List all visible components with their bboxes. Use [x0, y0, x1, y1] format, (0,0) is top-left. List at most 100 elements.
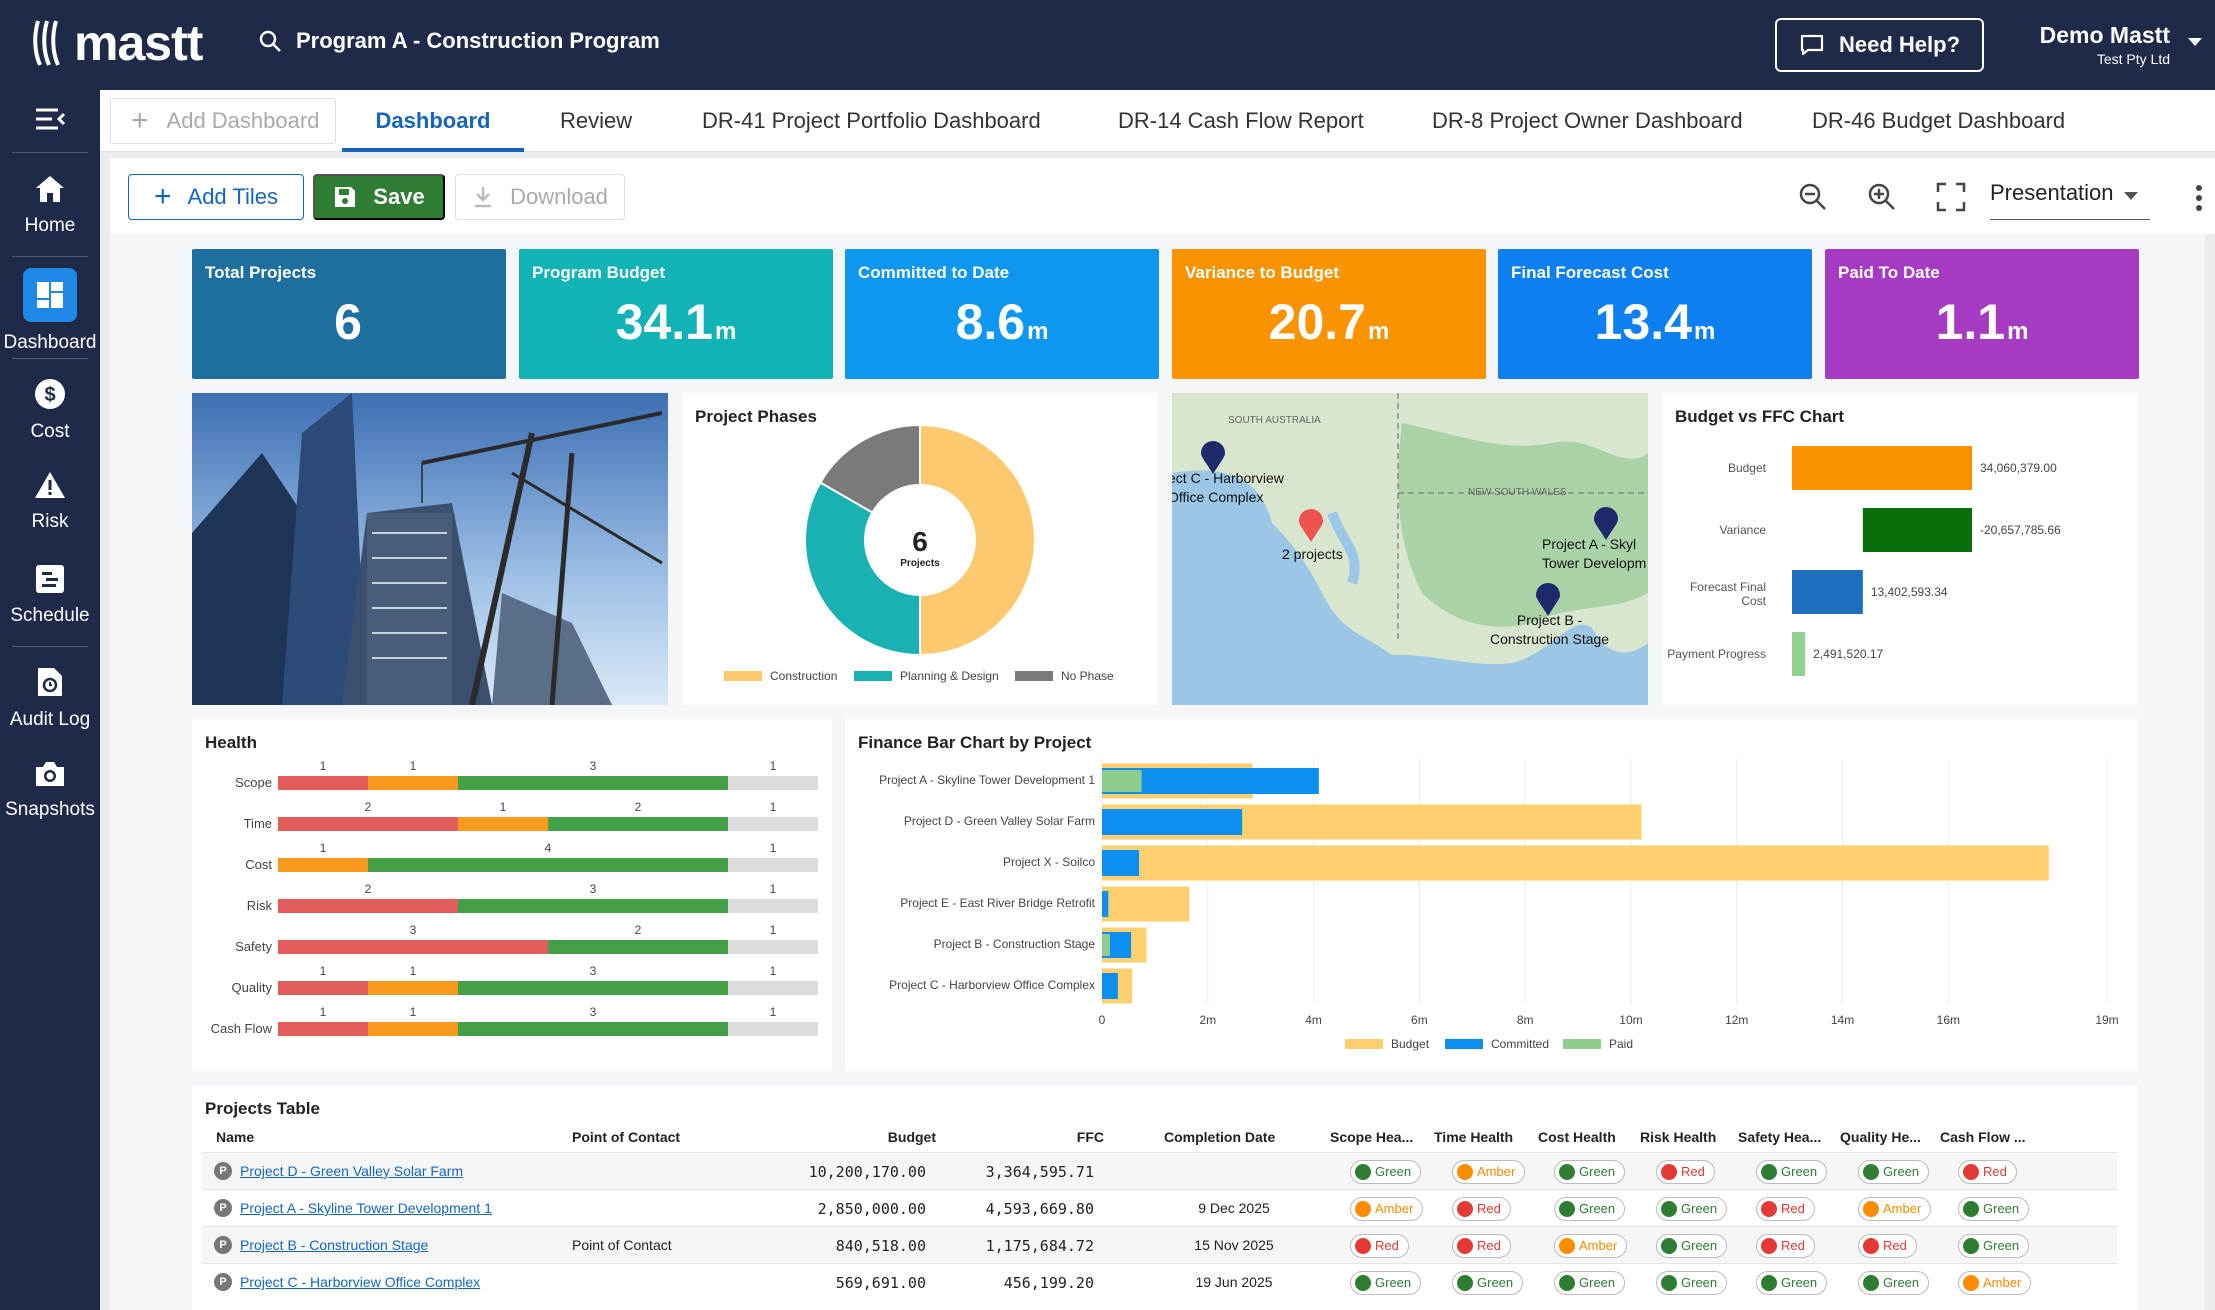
add-tiles-button[interactable]: + Add Tiles [128, 174, 304, 220]
zoom-in-icon[interactable] [1867, 182, 1897, 212]
legend-budget: Budget [1345, 1037, 1429, 1051]
map-pin-icon[interactable] [1535, 583, 1561, 617]
status-dot-icon [1963, 1275, 1979, 1291]
map-pin-icon[interactable] [1298, 509, 1324, 543]
zoom-out-icon[interactable] [1798, 182, 1828, 212]
bar-budget[interactable] [1792, 446, 1972, 490]
finance-category-label: Project A - Skyline Tower Development 1 [879, 773, 1095, 787]
project-name-link[interactable]: Project D - Green Valley Solar Farm [240, 1163, 464, 1179]
health-pill-label: Green [1579, 1201, 1616, 1216]
tab-dr-41-project-portfolio-dashboard[interactable]: DR-41 Project Portfolio Dashboard [702, 108, 1041, 133]
bar-budget[interactable] [1102, 886, 1190, 922]
health-pill-label: Green [1579, 1275, 1616, 1290]
table-header-10[interactable]: Quality He... [1840, 1129, 1921, 1145]
bar-committed[interactable] [1102, 809, 1243, 835]
status-dot-icon [1963, 1238, 1979, 1254]
status-dot-icon [1661, 1164, 1677, 1180]
x-axis-tick: 12m [1725, 1013, 1749, 1027]
kpi-paid-to-date[interactable]: Paid To Date 1.1m [1825, 249, 2139, 379]
bar-committed[interactable] [1102, 891, 1109, 917]
sidebar-item-cost[interactable]: $ Cost [0, 378, 100, 443]
dashboard-icon [23, 268, 77, 322]
view-mode-select[interactable]: Presentation [1990, 180, 2150, 220]
table-header-3[interactable]: FFC [1076, 1129, 1104, 1145]
sidebar-item-dashboard[interactable]: Dashboard [0, 268, 100, 354]
tab-dr-8-project-owner-dashboard[interactable]: DR-8 Project Owner Dashboard [1432, 108, 1743, 133]
status-dot-icon [1457, 1238, 1473, 1254]
map-pin-icon[interactable] [1200, 441, 1226, 475]
status-dot-icon [1457, 1201, 1473, 1217]
table-header-5[interactable]: Scope Hea... [1330, 1129, 1414, 1145]
table-header-8[interactable]: Risk Health [1640, 1129, 1717, 1145]
sidebar-item-schedule[interactable]: Schedule [0, 564, 100, 627]
fullscreen-icon[interactable] [1936, 182, 1966, 212]
health-bar-value: 2 [364, 800, 372, 814]
menu-collapse-icon[interactable] [34, 106, 66, 132]
more-vertical-icon[interactable] [2195, 184, 2203, 212]
sidebar-item-audit-log[interactable]: Audit Log [0, 666, 100, 731]
user-menu[interactable]: Demo Mastt Test Pty Ltd [2000, 22, 2170, 67]
project-phases-panel[interactable]: Project Phases 6 Projects Construction P… [682, 393, 1158, 705]
bar-variance[interactable] [1862, 508, 1972, 552]
health-bar-amber [368, 776, 458, 790]
need-help-button[interactable]: Need Help? [1775, 18, 1984, 72]
finance-category-label: Project C - Harborview Office Complex [889, 978, 1095, 992]
sidebar-item-label: Cost [30, 421, 70, 442]
health-category-label: Time [243, 816, 272, 831]
bar-forecast-final-cost[interactable] [1792, 570, 1863, 614]
table-header-6[interactable]: Time Health [1434, 1129, 1514, 1145]
donut-slice-no-phase[interactable] [819, 423, 921, 514]
project-name-link[interactable]: Project A - Skyline Tower Development 1 [240, 1200, 492, 1216]
add-dashboard-button[interactable]: + Add Dashboard [110, 98, 336, 144]
finance-bar-chart-panel[interactable]: Finance Bar Chart by Project 0 2m 4m 6m 8m 10… [845, 719, 2138, 1071]
sidebar-item-risk[interactable]: Risk [0, 470, 100, 533]
user-menu-caret-icon[interactable] [2188, 38, 2202, 46]
sidebar-item-home[interactable]: Home [0, 174, 100, 237]
table-header-0[interactable]: Name [216, 1129, 255, 1145]
construction-image-tile[interactable] [192, 393, 668, 705]
bar-payment-progress[interactable] [1792, 632, 1806, 676]
save-button[interactable]: Save [313, 174, 445, 220]
table-header-9[interactable]: Safety Hea... [1738, 1129, 1822, 1145]
mastt-logo[interactable]: mastt [32, 14, 203, 72]
kpi-total-projects[interactable]: Total Projects 6 [192, 249, 506, 379]
map-pin-icon[interactable] [1593, 507, 1619, 541]
bar-paid[interactable] [1102, 934, 1110, 956]
sidebar-item-snapshots[interactable]: Snapshots [0, 760, 100, 821]
table-header-1[interactable]: Point of Contact [572, 1129, 681, 1145]
table-header-11[interactable]: Cash Flow ... [1940, 1129, 2026, 1145]
bar-committed[interactable] [1102, 973, 1118, 999]
project-name-link[interactable]: Project C - Harborview Office Complex [240, 1274, 481, 1290]
panel-title: Budget vs FFC Chart [1675, 407, 1845, 426]
kpi-final-forecast-cost[interactable]: Final Forecast Cost 13.4m [1498, 249, 1812, 379]
tab-dashboard[interactable]: Dashboard [342, 90, 524, 152]
tab-review[interactable]: Review [560, 108, 633, 133]
project-badge: P [214, 1273, 232, 1291]
table-row: P Project B - Construction Stage Point of … [202, 1226, 2117, 1263]
dollar-icon: $ [35, 379, 65, 409]
table-header-4[interactable]: Completion Date [1164, 1129, 1276, 1145]
health-bar-green [458, 776, 728, 790]
tab-dr-46-budget-dashboard[interactable]: DR-46 Budget Dashboard [1812, 108, 2066, 133]
project-map-panel[interactable]: SOUTH AUSTRALIA NEW SOUTH WALES ect C - … [1172, 393, 1648, 705]
table-header-7[interactable]: Cost Health [1538, 1129, 1616, 1145]
download-button[interactable]: Download [455, 174, 625, 220]
map-marker-label: ect C - Harborview Office Complex [1172, 470, 1284, 505]
health-panel[interactable]: Health Scope 1 1 3 1 Time 2 1 2 1 Cost 1 4 1 Risk 2 3 1 Sa… [192, 719, 832, 1071]
table-header-2[interactable]: Budget [887, 1129, 936, 1145]
program-selector[interactable]: Program A - Construction Program [258, 28, 660, 54]
kpi-committed-to-date[interactable]: Committed to Date 8.6m [845, 249, 1159, 379]
bar-committed[interactable] [1102, 850, 1140, 876]
tab-dr-14-cash-flow-report[interactable]: DR-14 Cash Flow Report [1118, 108, 1364, 133]
donut-slice-planning-design[interactable] [804, 481, 921, 657]
health-bar-green [458, 981, 728, 995]
project-name-link[interactable]: Project B - Construction Stage [240, 1237, 429, 1253]
bar-budget[interactable] [1102, 845, 2049, 881]
status-dot-icon [1761, 1201, 1777, 1217]
budget-vs-ffc-panel[interactable]: Budget vs FFC Chart Budget 34,060,379.00 V… [1662, 393, 2138, 705]
kpi-program-budget[interactable]: Program Budget 34.1m [519, 249, 833, 379]
status-dot-icon [1761, 1164, 1777, 1180]
bar-paid[interactable] [1102, 770, 1142, 792]
donut-slice-construction[interactable] [919, 423, 1036, 657]
kpi-variance-to-budget[interactable]: Variance to Budget 20.7m [1172, 249, 1486, 379]
